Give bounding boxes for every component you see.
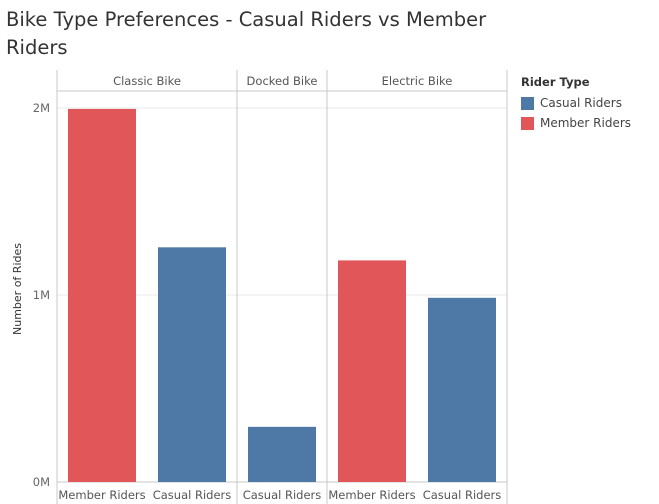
y-tick-label: 0M — [33, 475, 50, 489]
y-tick-label: 1M — [33, 288, 50, 302]
legend-swatch-casual — [521, 96, 534, 110]
legend-label-member: Member Riders — [540, 116, 632, 130]
legend-item-member[interactable]: Member Riders — [521, 113, 631, 133]
x-category-label: Member Riders — [58, 488, 145, 502]
y-axis-label: Number of Rides — [11, 243, 24, 335]
x-category-label: Casual Riders — [153, 488, 232, 502]
legend: Rider Type Casual Riders Member Riders — [521, 75, 631, 133]
legend-swatch-member — [521, 116, 534, 130]
legend-label-casual: Casual Riders — [540, 96, 622, 110]
x-category-label: Casual Riders — [423, 488, 502, 502]
bar-member[interactable] — [338, 260, 406, 482]
panel-header: Docked Bike — [247, 74, 318, 88]
bar-casual[interactable] — [158, 247, 226, 482]
panel-header: Classic Bike — [113, 74, 181, 88]
y-tick-label: 2M — [33, 101, 50, 115]
legend-title: Rider Type — [521, 75, 590, 89]
x-category-label: Casual Riders — [243, 488, 322, 502]
legend-item-casual[interactable]: Casual Riders — [521, 93, 631, 113]
x-category-label: Member Riders — [328, 488, 415, 502]
chart-title: Bike Type Preferences - Casual Riders vs… — [6, 8, 487, 59]
bar-member[interactable] — [68, 108, 136, 482]
panel-header: Electric Bike — [382, 74, 453, 88]
bar-casual[interactable] — [428, 297, 496, 482]
bar-casual[interactable] — [248, 426, 316, 482]
